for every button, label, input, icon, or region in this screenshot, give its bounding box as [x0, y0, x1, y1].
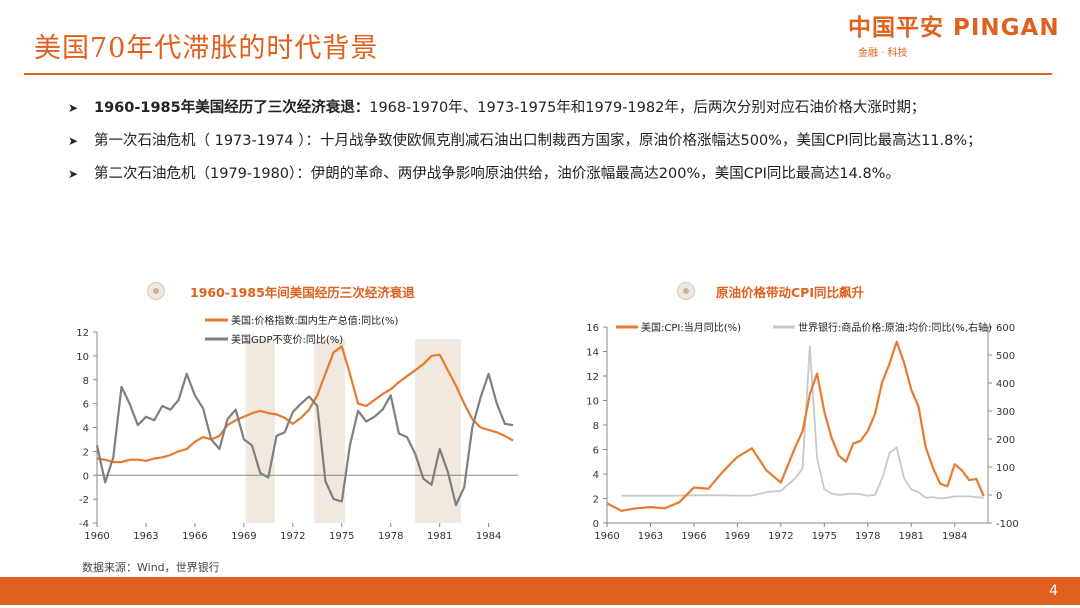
chart2-y2-tick-label: 300 [996, 407, 1015, 418]
footer-bar [0, 577, 1080, 605]
chart1-x-tick-label: 1969 [231, 531, 256, 542]
chart2-x-tick-label: 1972 [768, 531, 793, 542]
chart1-legend-label: 美国:价格指数:国内生产总值:同比(%) [231, 314, 399, 327]
chart2-y2-tick-label: 500 [996, 351, 1015, 362]
chart2-title: 原油价格带动CPI同比飙升 [716, 285, 864, 300]
bullet-text: 第一次石油危机（ 1973-1974 ）：十月战争致使欧佩克削减石油出口制裁西方… [94, 133, 982, 149]
bullet-text: 1968-1970年、1973-1975年和1979-1982年，后两次分别对应… [369, 100, 926, 116]
chart1-title: 1960-1985年间美国经历三次经济衰退 [190, 285, 415, 300]
chart2-y2-tick-label: 600 [996, 323, 1015, 334]
chart2-series-line-2 [621, 345, 984, 500]
bullet-lead: 1960-1985年美国经历了三次经济衰退： [94, 100, 370, 116]
chart2-x-tick-label: 1978 [855, 531, 880, 542]
arrow-bullet-icon: ➤ [68, 134, 79, 148]
bullet-list: ➤ 1960-1985年美国经历了三次经济衰退：1968-1970年、1973-… [68, 96, 1028, 195]
chart2-y-tick-label: 2 [593, 495, 599, 506]
chart1-y-tick-label: 6 [83, 400, 89, 411]
chart2-y-tick-label: 16 [586, 323, 599, 334]
chart2-series-line-1 [606, 340, 985, 512]
chart1-y-tick-label: -4 [79, 519, 89, 530]
recession-band [245, 339, 275, 523]
bullet-item-2: ➤ 第一次石油危机（ 1973-1974 ）：十月战争致使欧佩克削减石油出口制裁… [68, 129, 1028, 153]
chart2-y-tick-label: 8 [593, 421, 599, 432]
chart1-y-tick-label: 0 [83, 471, 89, 482]
chart1-x-tick-label: 1960 [84, 531, 109, 542]
chart2-title-icon [677, 282, 695, 300]
chart1-legend-label: 美国GDP不变价:同比(%) [231, 333, 343, 346]
arrow-bullet-icon: ➤ [68, 167, 79, 181]
bullet-item-1: ➤ 1960-1985年美国经历了三次经济衰退：1968-1970年、1973-… [68, 96, 1028, 120]
chart2-y2-tick-label: 0 [996, 491, 1002, 502]
bullet-text: 第二次石油危机（1979-1980）：伊朗的革命、两伊战争影响原油供给，油价涨幅… [94, 166, 900, 182]
chart1-series-line-1 [96, 345, 514, 464]
chart1-x-tick-label: 1978 [378, 531, 403, 542]
chart2-y-tick-label: 14 [586, 348, 599, 359]
chart1-x-tick-label: 1972 [280, 531, 305, 542]
chart1-y-tick-label: 4 [83, 424, 89, 435]
chart1-series-line-2 [95, 372, 514, 507]
chart1-x-tick-label: 1975 [329, 531, 354, 542]
recession-band [314, 339, 346, 523]
page-number: 4 [1049, 583, 1058, 599]
chart2-x-tick-label: 1963 [638, 531, 663, 542]
chart1-title-icon [147, 282, 165, 300]
chart1-x-tick-label: 1981 [427, 531, 452, 542]
logo-text: 中国平安 PINGAN [848, 15, 1060, 41]
title-divider [24, 73, 1052, 75]
page-title: 美国70年代滞胀的时代背景 [34, 33, 379, 64]
chart1-x-tick-label: 1963 [133, 531, 158, 542]
chart2-y2-tick-label: 200 [996, 435, 1015, 446]
chart2-y2-tick-label: 100 [996, 463, 1015, 474]
chart2-x-tick-label: 1966 [681, 531, 706, 542]
chart2-x-tick-label: 1984 [942, 531, 967, 542]
chart2-y-tick-label: 0 [593, 519, 599, 530]
bullet-item-3: ➤ 第二次石油危机（1979-1980）：伊朗的革命、两伊战争影响原油供给，油价… [68, 162, 1028, 186]
chart2-y2-tick-label: -100 [996, 519, 1019, 530]
chart1-y-tick-label: 8 [83, 376, 89, 387]
chart2-x-tick-label: 1975 [812, 531, 837, 542]
chart2-y-tick-label: 4 [593, 470, 599, 481]
chart1-y-tick-label: 2 [83, 447, 89, 458]
data-source-note: 数据来源：Wind，世界银行 [82, 561, 220, 574]
chart2-x-tick-label: 1960 [594, 531, 619, 542]
chart2-y-tick-label: 6 [593, 446, 599, 457]
chart2-legend-label: 世界银行:商品价格:原油:均价:同比(%,右轴) [798, 321, 992, 334]
chart1-y-tick-label: 10 [76, 352, 89, 363]
chart2-y2-tick-label: 400 [996, 379, 1015, 390]
chart2-y-tick-label: 12 [586, 372, 599, 383]
chart2-x-tick-label: 1969 [725, 531, 750, 542]
chart2-x-tick-label: 1981 [898, 531, 923, 542]
chart1-y-tick-label: 12 [76, 328, 89, 339]
logo-tagline: 金融 · 科技 [858, 48, 908, 59]
chart1-y-tick-label: -2 [79, 495, 89, 506]
chart2-legend-label: 美国:CPI:当月同比(%) [641, 321, 741, 334]
pingan-logo: 中国平安 PINGAN 金融 · 科技 [848, 8, 1068, 60]
chart1-x-tick-label: 1966 [182, 531, 207, 542]
charts-canvas: -4 -2 0 2 4 6 8 10 12 1960 1963 1966 1969 1972 1975 197… [76, 314, 1019, 542]
chart1-x-tick-label: 1984 [476, 531, 501, 542]
chart2-y-tick-label: 10 [586, 397, 599, 408]
arrow-bullet-icon: ➤ [68, 101, 79, 115]
